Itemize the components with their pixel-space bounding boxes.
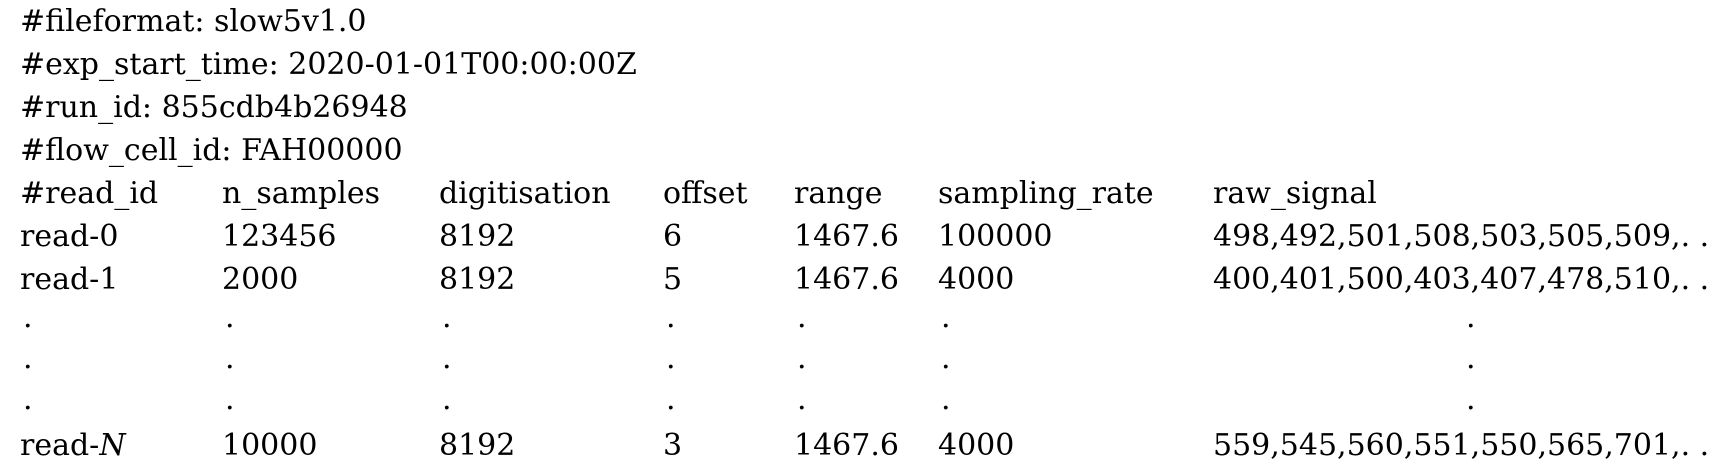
table-cell: 100000 <box>938 219 1053 254</box>
ellipsis-dot: . <box>666 300 676 335</box>
header-run-id: #run_id: 855cdb4b26948 <box>20 90 408 125</box>
read-id-cell: read-N <box>20 424 126 467</box>
read-id-variable: N <box>99 428 126 463</box>
file-header: #fileformat: slow5v1.0 #exp_start_time: … <box>20 0 637 172</box>
column-header: raw_signal <box>1213 176 1377 211</box>
ellipsis-dot: . <box>225 382 235 417</box>
header-exp-start-time: #exp_start_time: 2020-01-01T00:00:00Z <box>20 47 637 82</box>
column-header: range <box>794 176 883 211</box>
table-cell: 123456 <box>222 219 337 254</box>
table-cell: 8192 <box>439 428 516 463</box>
ellipsis-dot: . <box>1466 341 1476 376</box>
column-header: #read_id <box>20 176 159 211</box>
ellipsis-dot: . <box>23 341 33 376</box>
ellipsis-dot: . <box>941 382 951 417</box>
ellipsis-dot: . <box>1466 382 1476 417</box>
ellipsis-dot: . <box>797 300 807 335</box>
ellipsis-dot: . <box>225 341 235 376</box>
column-header: n_samples <box>222 176 380 211</box>
read-id-prefix: read- <box>20 428 100 463</box>
column-header: offset <box>663 176 748 211</box>
ellipsis-dot: . <box>442 341 452 376</box>
table-cell: 4000 <box>938 262 1015 297</box>
ellipsis-dot: . <box>442 382 452 417</box>
table-cell: 1467.6 <box>794 262 899 297</box>
table-cell: 8192 <box>439 262 516 297</box>
table-cell: 2000 <box>222 262 299 297</box>
table-cell: read-1 <box>20 262 119 297</box>
table-cell: 400,401,500,403,407,478,510,. . . <box>1213 262 1715 297</box>
ellipsis-dot: . <box>666 382 676 417</box>
table-cell: 3 <box>663 428 683 463</box>
column-header: sampling_rate <box>938 176 1154 211</box>
table-cell: 498,492,501,508,503,505,509,. . . <box>1213 219 1715 254</box>
table-cell: 8192 <box>439 219 516 254</box>
table-cell: 6 <box>663 219 683 254</box>
ellipsis-dot: . <box>797 382 807 417</box>
ellipsis-dot: . <box>797 341 807 376</box>
table-cell: 10000 <box>222 428 318 463</box>
ellipsis-dot: . <box>442 300 452 335</box>
ellipsis-dot: . <box>941 341 951 376</box>
header-fileformat: #fileformat: slow5v1.0 <box>20 4 367 39</box>
table-cell: 1467.6 <box>794 428 899 463</box>
ellipsis-dot: . <box>225 300 235 335</box>
table-cell: 4000 <box>938 428 1015 463</box>
ellipsis-dot: . <box>941 300 951 335</box>
ellipsis-dot: . <box>1466 300 1476 335</box>
ellipsis-dot: . <box>23 300 33 335</box>
table-cell: 559,545,560,551,550,565,701,. . . <box>1213 428 1715 463</box>
table-cell: 5 <box>663 262 683 297</box>
ellipsis-dot: . <box>666 341 676 376</box>
ellipsis-dot: . <box>23 382 33 417</box>
table-cell: read-0 <box>20 219 119 254</box>
table-cell: 1467.6 <box>794 219 899 254</box>
column-header: digitisation <box>439 176 611 211</box>
header-flow-cell-id: #flow_cell_id: FAH00000 <box>20 133 403 168</box>
